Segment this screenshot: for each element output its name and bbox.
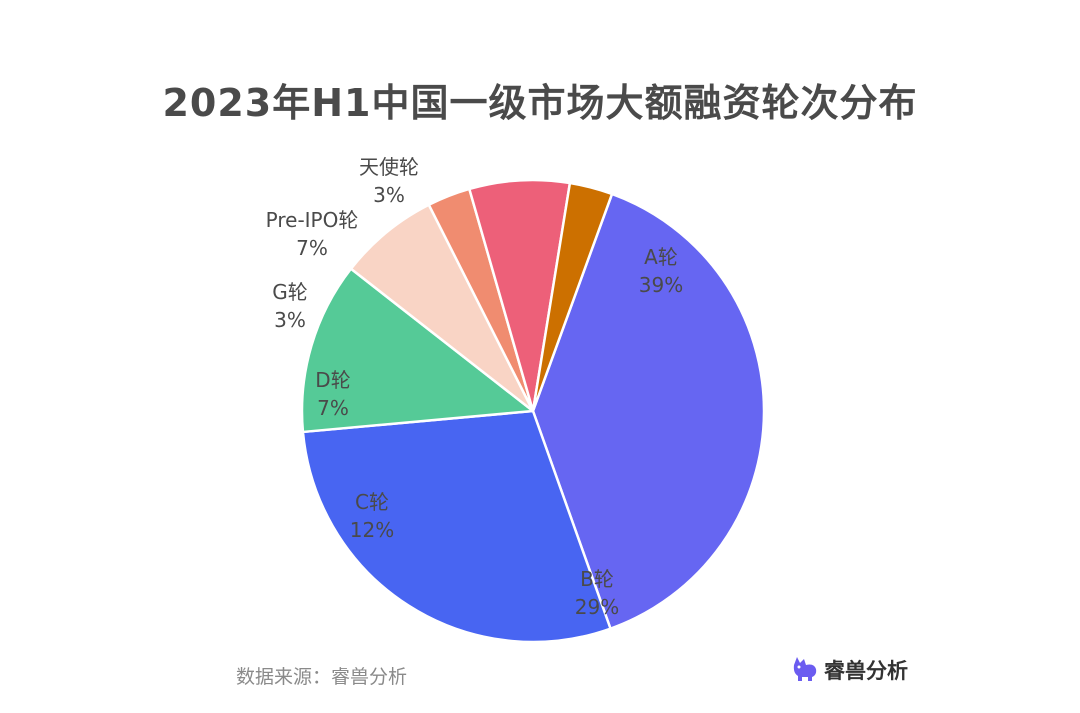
slice-percent-label: 7% xyxy=(296,236,328,260)
slice-label: Pre-IPO轮 7% xyxy=(266,208,359,260)
slice-percent-label: 3% xyxy=(373,183,405,207)
slice-category-label: B轮 xyxy=(580,567,614,591)
slice-label: D轮 7% xyxy=(315,368,350,420)
slice-category-label: D轮 xyxy=(315,368,350,392)
slice-category-label: A轮 xyxy=(644,245,678,269)
source-note: 数据来源：睿兽分析 xyxy=(236,666,408,688)
slice-label: 天使轮 3% xyxy=(359,155,419,207)
pie-slice xyxy=(531,181,614,413)
pie-labels: A轮 39% B轮 29% C轮 12% D轮 7% G轮 3% Pre-IPO轮 7% 天使轮 3% xyxy=(266,155,684,619)
slice-percent-label: 7% xyxy=(317,396,349,420)
chart-title: 2023年H1中国一级市场大额融资轮次分布 xyxy=(162,81,918,125)
pie-slice xyxy=(531,192,766,630)
brand-logo: 睿兽分析 xyxy=(790,653,908,687)
pie-slice xyxy=(301,409,612,644)
slice-category-label: G轮 xyxy=(272,280,308,304)
slice-percent-label: 29% xyxy=(575,595,619,619)
slice-label: A轮 39% xyxy=(639,245,683,297)
pie-slice xyxy=(468,178,572,413)
slice-category-label: 天使轮 xyxy=(359,155,419,179)
pie-slices xyxy=(300,178,766,644)
brand-icon xyxy=(790,653,820,687)
pie-slice xyxy=(300,267,535,434)
slice-percent-label: 3% xyxy=(274,308,306,332)
slice-label: B轮 29% xyxy=(575,567,619,619)
brand-name: 睿兽分析 xyxy=(824,659,908,683)
slice-label: C轮 12% xyxy=(350,490,394,542)
slice-percent-label: 39% xyxy=(639,273,683,297)
pie-slice xyxy=(349,203,535,413)
slice-percent-label: 12% xyxy=(350,518,394,542)
slice-category-label: Pre-IPO轮 xyxy=(266,208,359,232)
slice-category-label: C轮 xyxy=(355,490,389,514)
slice-label: G轮 3% xyxy=(272,280,308,332)
